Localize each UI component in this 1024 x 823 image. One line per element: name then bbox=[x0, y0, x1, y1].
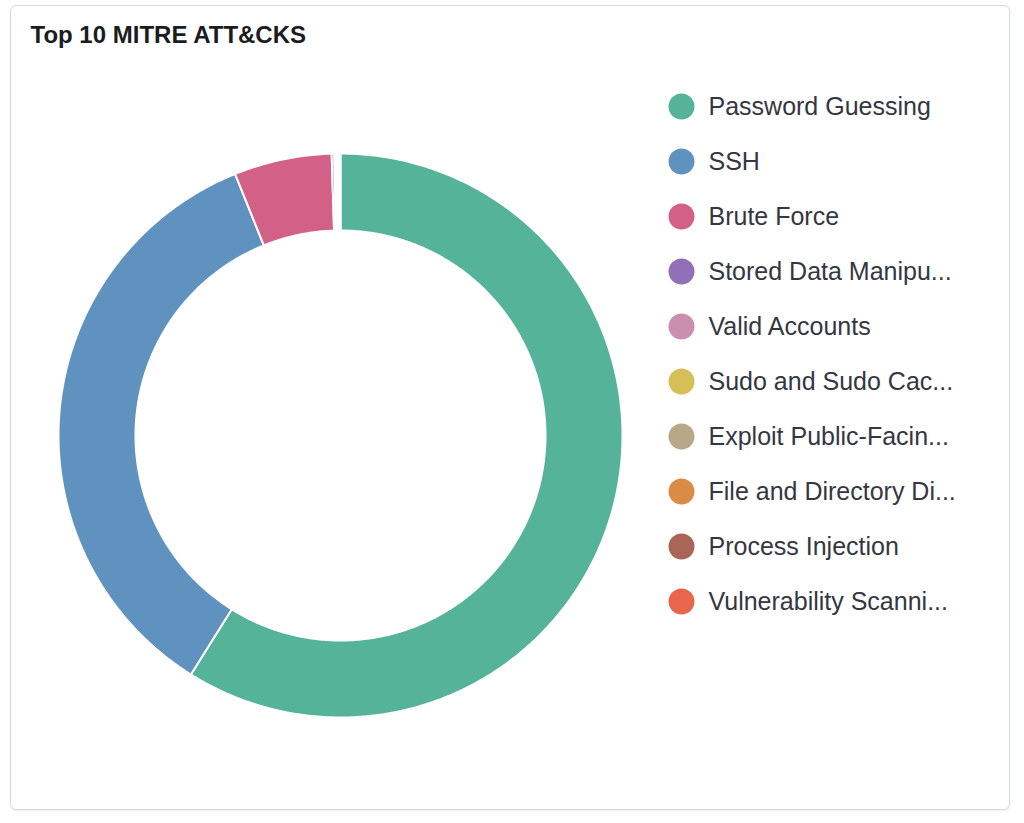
svg-text:Top 10 MITRE ATT&CKS: Top 10 MITRE ATT&CKS bbox=[31, 21, 307, 48]
svg-text:Valid Accounts: Valid Accounts bbox=[709, 312, 871, 340]
svg-text:SSH: SSH bbox=[709, 147, 760, 175]
svg-text:Password Guessing: Password Guessing bbox=[709, 92, 931, 120]
svg-text:Exploit Public-Facin...: Exploit Public-Facin... bbox=[709, 422, 949, 450]
svg-text:Brute Force: Brute Force bbox=[709, 202, 840, 230]
svg-text:Process Injection: Process Injection bbox=[709, 532, 899, 560]
svg-text:Sudo and Sudo Cac...: Sudo and Sudo Cac... bbox=[709, 367, 954, 395]
svg-text:File and Directory Di...: File and Directory Di... bbox=[709, 477, 956, 505]
svg-text:Stored Data Manipu...: Stored Data Manipu... bbox=[709, 257, 952, 285]
svg-text:Vulnerability Scanni...: Vulnerability Scanni... bbox=[709, 587, 948, 615]
